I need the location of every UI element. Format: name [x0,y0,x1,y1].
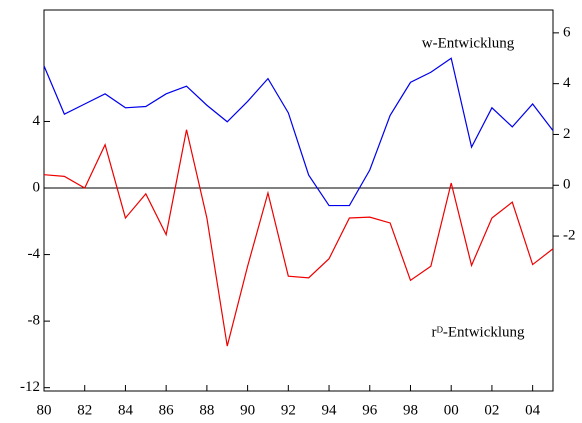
series-line [43,57,554,207]
y-tick-label: -12 [20,379,40,395]
x-tick-label: 96 [362,402,378,418]
y-tick-label: -8 [28,313,41,329]
x-tick-label: 88 [199,402,214,418]
series-line [43,129,554,347]
y-tick-label: -4 [28,246,41,262]
x-tick-label: 94 [322,402,338,418]
x-tick-label: 80 [37,402,52,418]
x-tick-label: 86 [159,402,175,418]
series-label: rᴰ-Entwicklung [431,324,525,340]
x-tick-label: 02 [484,402,499,418]
y-tick-label: 4 [33,113,41,129]
x-tick-label: 98 [403,402,418,418]
series-label: w-Entwicklung [422,35,515,51]
y2-tick-label: 2 [563,126,571,142]
y2-tick-label: -2 [563,227,576,243]
x-tick-label: 04 [525,402,541,418]
plot-frame [43,9,554,392]
x-tick-label: 92 [281,402,296,418]
y2-tick-label: 4 [563,75,571,91]
x-tick-label: 90 [240,402,255,418]
x-tick-label: 00 [444,402,459,418]
x-tick-label: 82 [77,402,92,418]
y-tick-label: 0 [33,179,41,195]
x-tick-label: 84 [118,402,134,418]
y2-tick-label: 6 [563,24,571,40]
y2-tick-label: 0 [563,177,571,193]
